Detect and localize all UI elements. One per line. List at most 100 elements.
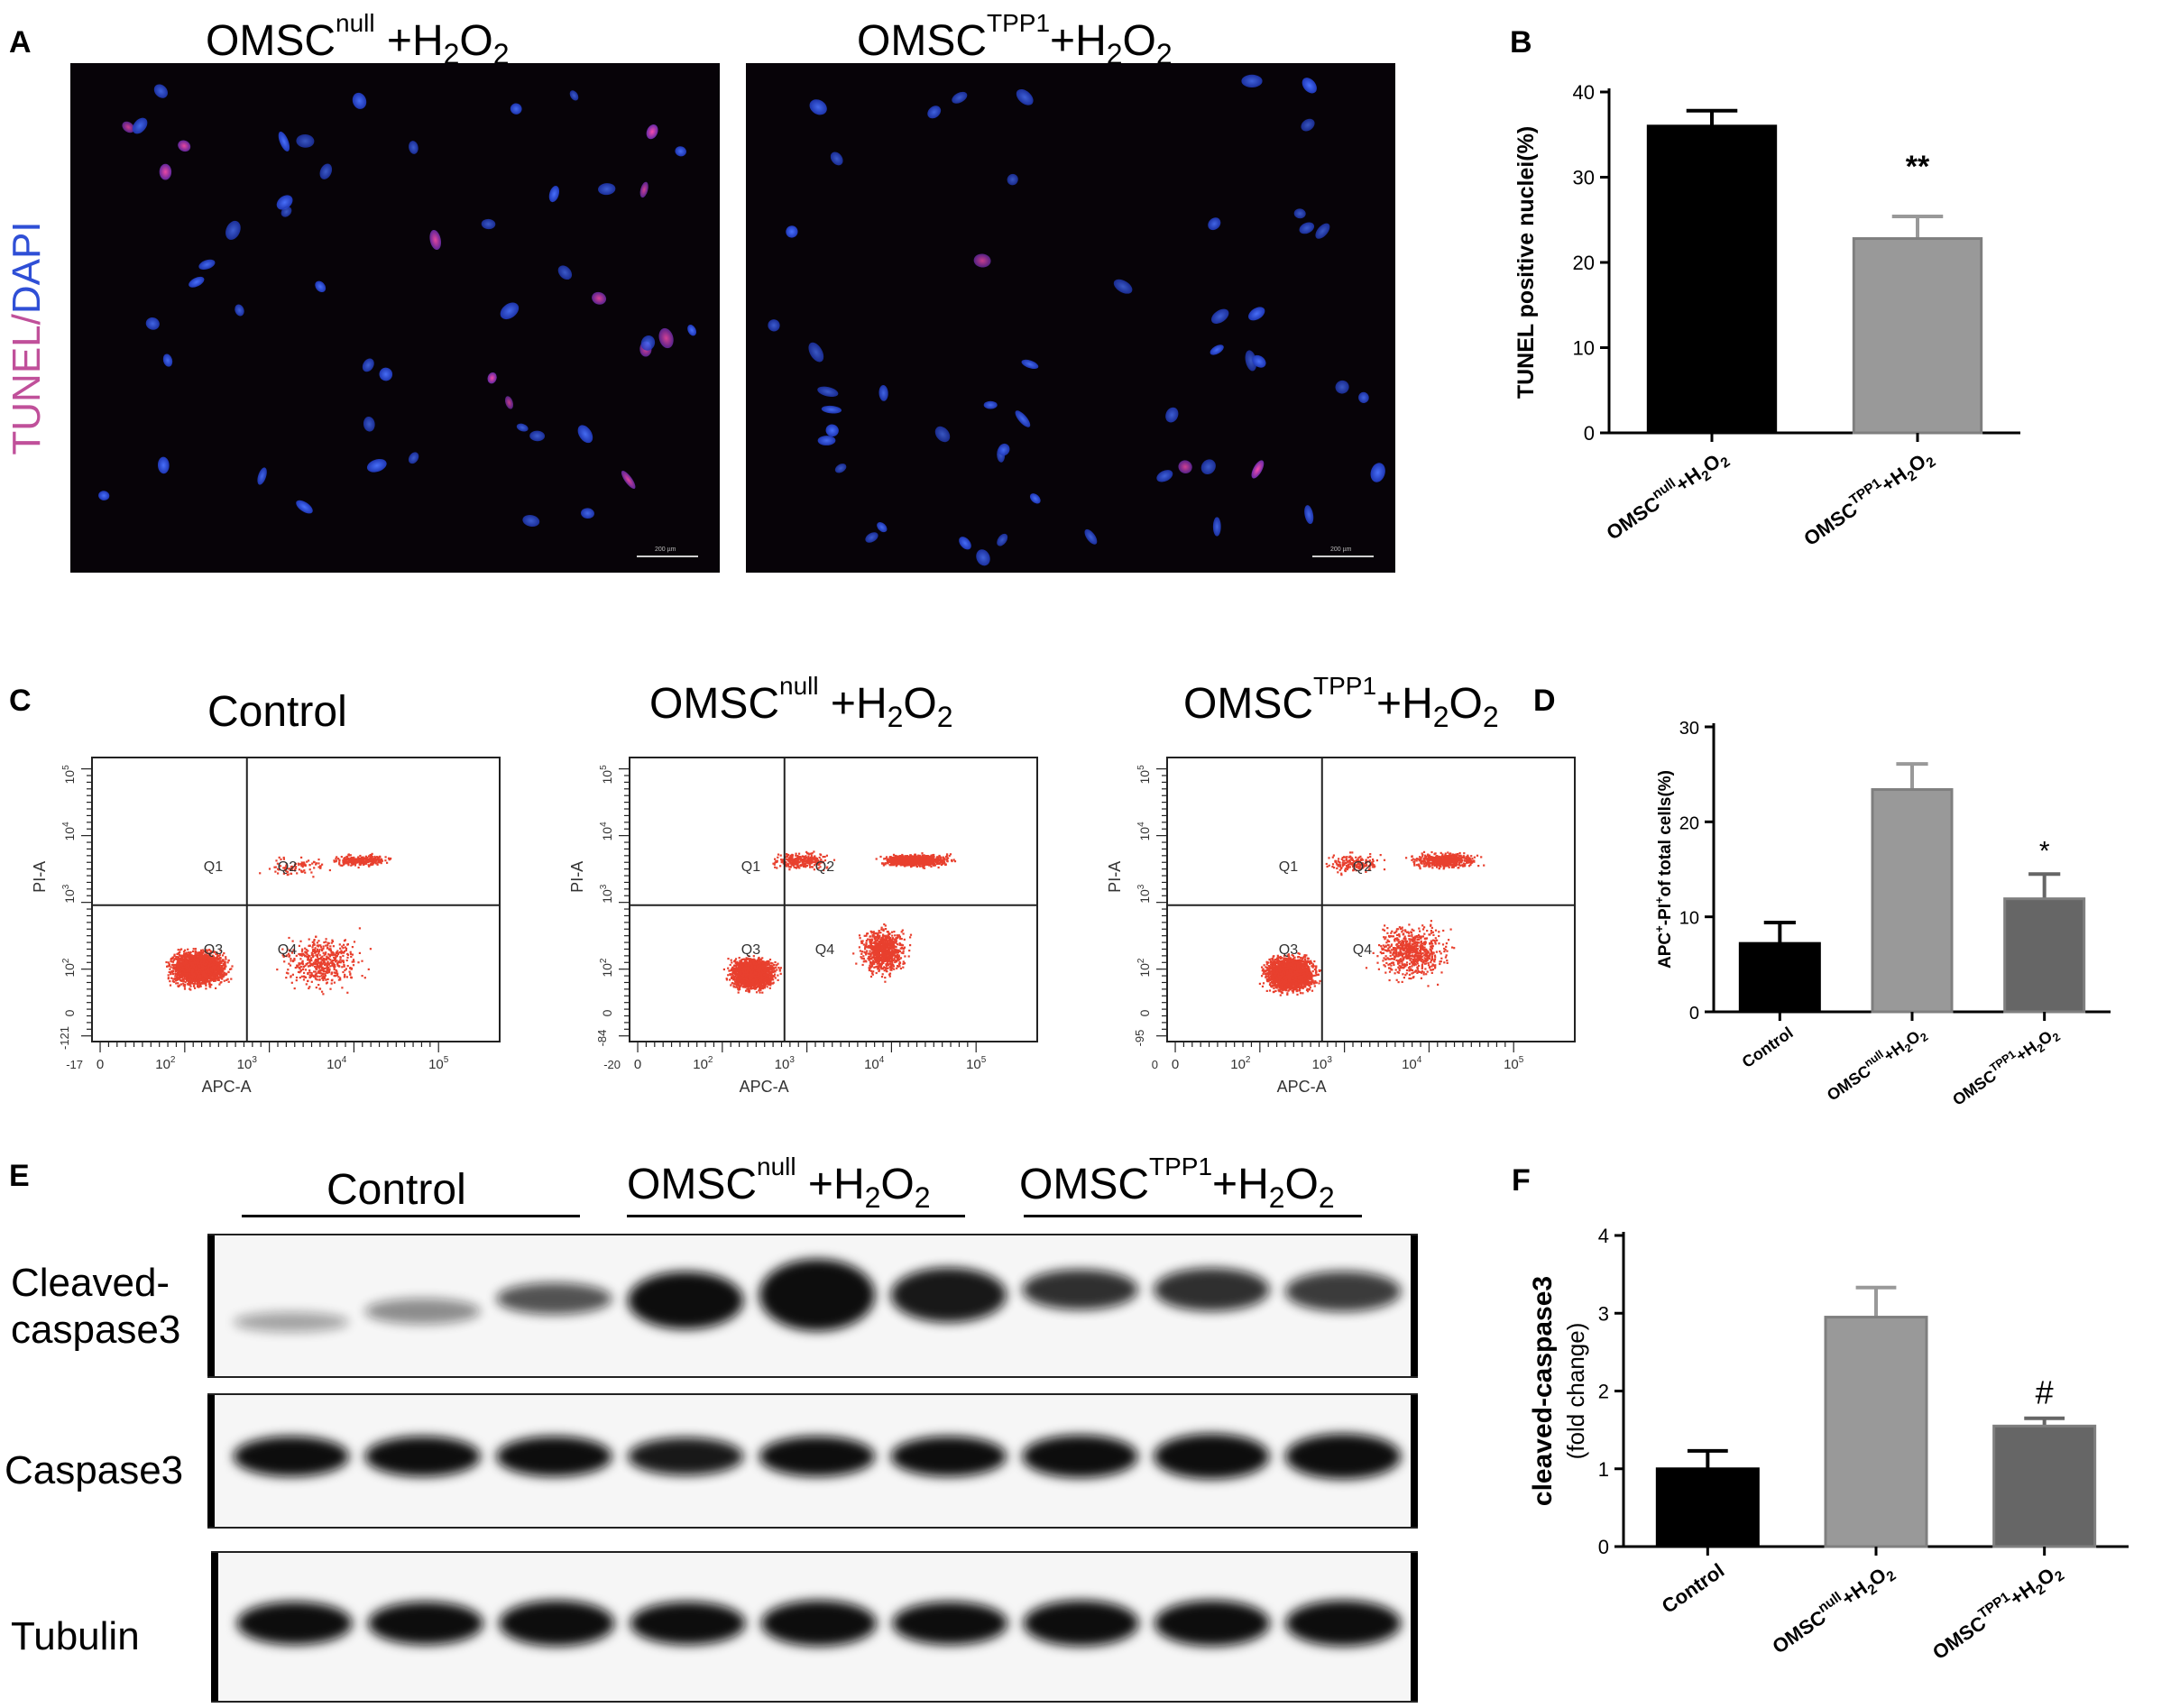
- quadrant-label-q3: Q3: [204, 942, 223, 958]
- dapi-nucleus: [997, 533, 1008, 546]
- y-tick-label: 20: [1679, 813, 1699, 833]
- x-tick-label: 103: [775, 1055, 796, 1072]
- membrane-right-edge: [1411, 1551, 1418, 1703]
- dapi-nucleus: [675, 146, 686, 157]
- dapi-nucleus: [1029, 493, 1041, 504]
- bar-2: [1992, 1424, 2097, 1548]
- chart-d: 0 10 20 30 Control OMSCnull+H2O2OMSCTPP1+H2O2…: [1652, 719, 2111, 1109]
- y-tick-label: 102: [61, 958, 77, 978]
- blot-band: [1022, 1435, 1138, 1478]
- dapi-nucleus: [162, 354, 173, 367]
- bar-0: [1646, 124, 1778, 435]
- y-tick-label: 0: [62, 1009, 77, 1016]
- event-dots: [165, 852, 392, 996]
- y-tick-label: 104: [1136, 822, 1152, 841]
- dapi-nucleus: [1370, 463, 1385, 482]
- dapi-nucleus: [296, 500, 313, 514]
- dapi-nucleus: [577, 425, 593, 444]
- dapi-nucleus: [1015, 410, 1031, 427]
- bar-1: [1824, 1316, 1928, 1548]
- significance-marker: *: [2039, 836, 2050, 866]
- blot-band: [496, 1436, 612, 1477]
- y-tick-label: 0: [600, 1009, 614, 1016]
- bar-0: [1738, 941, 1821, 1014]
- membrane-top-edge: [211, 1551, 1418, 1553]
- blot-tubulin: [211, 1551, 1418, 1703]
- dapi-nucleus: [1252, 354, 1266, 368]
- y-min-tick-label: -121: [58, 1026, 71, 1050]
- y-tick-label: 103: [61, 884, 77, 904]
- dapi-nucleus: [983, 400, 998, 409]
- tunel-nucleus: [973, 253, 991, 268]
- flow-title-omsc-null: OMSCnull +H2O2: [649, 672, 953, 733]
- dapi-nucleus: [198, 259, 216, 271]
- quadrant-label-q4: Q4: [278, 942, 297, 958]
- y-tick-label: 30: [1573, 167, 1595, 189]
- dapi-nucleus: [319, 163, 333, 179]
- x-category-label: OMSCnull+H2O2: [1822, 1021, 1930, 1107]
- membrane-left-edge: [207, 1234, 215, 1378]
- flow-title-omsc-tpp1: OMSCTPP1+H2O2: [1183, 672, 1499, 733]
- y-axis-label: TUNEL positive nuclei(%): [1513, 126, 1539, 399]
- tunel-nucleus: [639, 181, 648, 198]
- dapi-nucleus: [1248, 307, 1265, 321]
- dapi-nucleus: [352, 92, 367, 109]
- dapi-nucleus: [235, 304, 244, 317]
- tunel-nucleus: [178, 140, 191, 152]
- dapi-nucleus: [687, 325, 697, 336]
- tunel-nucleus: [429, 229, 442, 251]
- x-axis-label: APC-A: [1277, 1078, 1327, 1096]
- x-tick-label: 103: [237, 1055, 258, 1072]
- x-tick-label: 0: [97, 1057, 104, 1072]
- y-tick-label: 103: [599, 884, 614, 904]
- blot-band: [236, 1602, 353, 1645]
- tunel-nucleus: [122, 121, 135, 133]
- dapi-nucleus: [927, 106, 942, 119]
- blot-band: [1154, 1433, 1270, 1480]
- dapi-nucleus: [878, 385, 888, 401]
- membrane-left-edge: [211, 1551, 218, 1703]
- dapi-nucleus: [366, 458, 387, 473]
- quadrant-label-q3: Q3: [741, 942, 760, 958]
- dapi-nucleus: [1299, 222, 1315, 234]
- dapi-nucleus: [821, 405, 842, 414]
- group-line-omsc-null: [627, 1215, 965, 1217]
- blot-caspase3: [207, 1393, 1418, 1529]
- x-tick-label: 105: [428, 1055, 449, 1072]
- dapi-nucleus: [952, 91, 968, 104]
- membrane-right-edge: [1411, 1234, 1418, 1378]
- y-tick-label: 10: [1679, 909, 1699, 929]
- dapi-nucleus: [548, 186, 560, 203]
- x-min-tick-label: -17: [66, 1058, 83, 1071]
- y-tick-label: 104: [61, 822, 77, 841]
- dapi-nucleus: [1021, 359, 1039, 369]
- quadrant-label-q4: Q4: [815, 942, 834, 958]
- event-dots: [722, 850, 957, 994]
- bar-1: [1852, 237, 1983, 435]
- dapi-nucleus: [830, 152, 843, 166]
- x-category-label: OMSCnull+H2O2: [1767, 1556, 1899, 1661]
- plot-frame: [1166, 757, 1576, 1042]
- x-tick-label: 105: [966, 1055, 987, 1072]
- dapi-nucleus: [1084, 528, 1098, 545]
- dapi-nucleus: [865, 532, 878, 543]
- dapi-nucleus: [516, 423, 529, 432]
- blot-band: [1284, 1433, 1402, 1480]
- blot-band: [1154, 1600, 1270, 1647]
- x-category-label: Control: [1739, 1024, 1797, 1071]
- dapi-nucleus: [825, 424, 839, 437]
- dapi-nucleus: [768, 319, 780, 332]
- x-min-tick-label: -20: [603, 1058, 621, 1071]
- dapi-nucleus: [569, 90, 579, 101]
- blot-band: [364, 1436, 481, 1477]
- panel-a-title-1: OMSCnull +H2O2: [206, 9, 510, 70]
- x-tick-label: 102: [693, 1055, 713, 1072]
- y-tick-label: 104: [599, 822, 614, 841]
- blot-band: [630, 1602, 746, 1645]
- dapi-nucleus: [281, 206, 292, 217]
- scale-bar-text: 200 µm: [1330, 546, 1352, 553]
- dapi-nucleus: [522, 514, 540, 528]
- dapi-nucleus: [510, 103, 522, 115]
- group-line-omsc-tpp1: [1024, 1215, 1362, 1217]
- dapi-nucleus: [557, 265, 573, 280]
